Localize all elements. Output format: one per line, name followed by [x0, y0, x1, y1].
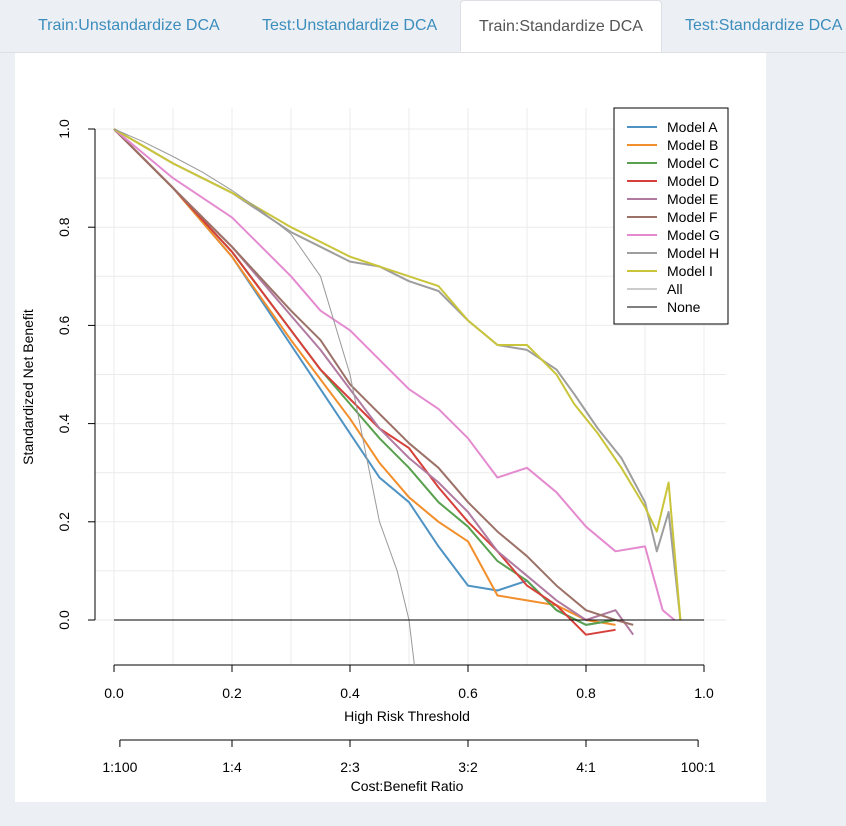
cost-benefit-tick-label: 1:4 — [222, 759, 242, 775]
x-tick-label: 1.0 — [694, 685, 714, 701]
y-tick-label: 0.0 — [56, 610, 72, 630]
y-tick-label: 1.0 — [56, 119, 72, 139]
legend-label: Model A — [667, 119, 718, 135]
series-line-model-e — [113, 128, 635, 636]
legend-label: None — [667, 299, 701, 315]
series-line-model-b — [113, 128, 616, 626]
legend-label: Model G — [667, 227, 720, 243]
y-tick-label: 0.4 — [56, 414, 72, 434]
y-tick-label: 0.6 — [56, 315, 72, 335]
series-line-all — [113, 128, 415, 665]
tab-test-unstandardize-dca[interactable]: Test:Unstandardize DCA — [262, 17, 438, 34]
series-line-model-f — [113, 128, 634, 626]
tab-test-standardize-dca[interactable]: Test:Standardize DCA — [685, 17, 843, 34]
y-axis-label: Standardized Net Benefit — [20, 309, 36, 465]
x-tick-label: 0.4 — [340, 685, 360, 701]
y-tick-label: 0.8 — [56, 217, 72, 237]
legend-label: Model H — [667, 245, 719, 261]
cost-benefit-tick-label: 3:2 — [458, 759, 478, 775]
x-tick-label: 0.8 — [576, 685, 596, 701]
series-lines — [113, 128, 704, 665]
legend: Model A Model B Model C Model D Model E Model… — [613, 107, 729, 325]
axes: 0.0 0.2 0.4 0.6 0.8 1.0 0.0 0.2 0.4 0.6 0.8 1.0 1:10… — [56, 119, 716, 775]
cost-benefit-tick-label: 1:100 — [102, 759, 137, 775]
legend-label: Model E — [667, 191, 718, 207]
legend-label: Model B — [667, 137, 718, 153]
tab-train-standardize-dca[interactable]: Train:Standardize DCA — [460, 0, 662, 52]
legend-label: Model I — [667, 263, 713, 279]
x-tick-label: 0.0 — [104, 685, 124, 701]
cost-benefit-tick-label: 100:1 — [681, 759, 716, 775]
y-tick-label: 0.2 — [56, 512, 72, 532]
tab-bar: Train:Unstandardize DCA Test:Unstandardi… — [0, 0, 846, 53]
cost-benefit-tick-label: 2:3 — [340, 759, 360, 775]
legend-label: Model C — [667, 155, 719, 171]
cost-benefit-axis-label: Cost:Benefit Ratio — [351, 778, 464, 794]
series-line-model-d — [113, 128, 616, 636]
series-line-model-g — [113, 128, 676, 621]
x-axis-label: High Risk Threshold — [344, 708, 470, 724]
x-tick-label: 0.6 — [458, 685, 478, 701]
legend-label: Model D — [667, 173, 719, 189]
series-clip-group — [113, 128, 704, 665]
series-line-model-i — [113, 128, 682, 621]
legend-label: All — [667, 281, 683, 297]
tab-train-unstandardize-dca[interactable]: Train:Unstandardize DCA — [38, 17, 220, 34]
x-tick-label: 0.2 — [222, 685, 242, 701]
legend-label: Model F — [667, 209, 718, 225]
cost-benefit-tick-label: 4:1 — [576, 759, 596, 775]
